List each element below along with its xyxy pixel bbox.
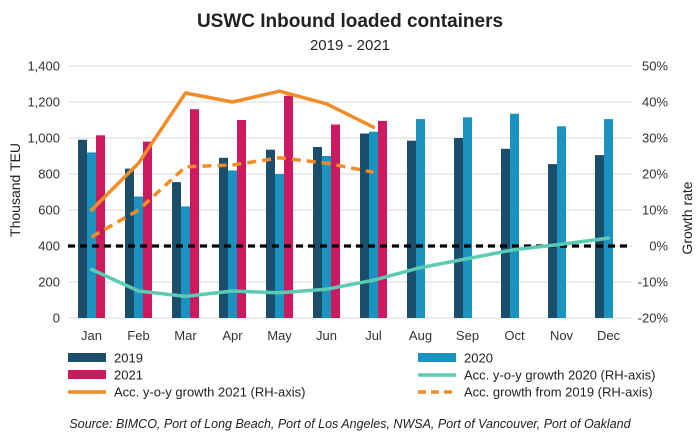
line-series [89, 89, 611, 299]
x-tick-label: Feb [127, 328, 149, 343]
bar-2019-Jul [360, 133, 369, 318]
chart-subtitle: 2019 - 2021 [310, 37, 390, 54]
bar-2020-May [275, 174, 284, 318]
bar-2019-Dec [595, 155, 604, 318]
chart-title: USWC Inbound loaded containers [197, 11, 503, 32]
y-tick-label: 0 [53, 311, 60, 326]
legend-swatch [68, 370, 106, 379]
x-tick-label: Sep [456, 328, 479, 343]
bar-2019-Jun [313, 147, 322, 318]
legend-label: 2020 [464, 351, 493, 366]
x-tick-label: Mar [174, 328, 197, 343]
bar-2019-May [266, 149, 275, 318]
y-tick-label: 1,000 [27, 131, 60, 146]
y-axis-left-ticks: 0 200 400 600 800 1,000 1,200 1,400 [27, 59, 60, 326]
gridlines [68, 65, 632, 319]
bar-2019-Jan [78, 139, 87, 318]
legend-entry: 2019 [68, 351, 143, 366]
bar-2019-Sep [454, 138, 463, 318]
legend-entry: 2020 [418, 351, 493, 366]
bar-2021-Jun [331, 124, 340, 318]
bar-2021-Mar [190, 109, 199, 318]
x-tick-label: Apr [222, 328, 243, 343]
x-axis-ticks: Jan Feb Mar Apr May Jun Jul Aug Sep Oct Nov Dec [81, 328, 621, 343]
bar-2021-May [284, 95, 293, 318]
bar-2020-Apr [228, 170, 237, 318]
x-tick-label: Dec [597, 328, 621, 343]
bar-2020-Sep [463, 117, 472, 318]
y2-tick-label: 30% [642, 131, 668, 146]
y-tick-label: 600 [38, 203, 60, 218]
x-tick-label: Jun [316, 328, 337, 343]
bar-series [78, 95, 613, 319]
bar-2019-Apr [219, 157, 228, 318]
x-tick-label: Nov [550, 328, 574, 343]
bar-2019-Nov [548, 164, 557, 318]
bar-2020-Oct [510, 113, 519, 318]
y-tick-label: 200 [38, 275, 60, 290]
legend-label: 2019 [114, 351, 143, 366]
legend-swatch [68, 353, 106, 362]
x-tick-label: Oct [504, 328, 525, 343]
legend-entry: Acc. y-o-y growth 2020 (RH-axis) [418, 368, 655, 383]
legend-label: Acc. growth from 2019 (RH-axis) [464, 385, 653, 400]
legend-entry: 2021 [68, 368, 143, 383]
bar-2021-Jul [378, 120, 387, 319]
y-axis-label: Thousand TEU [7, 143, 23, 237]
bar-2020-Aug [416, 119, 425, 318]
y2-tick-label: 40% [642, 95, 668, 110]
y-axis-right-ticks: -20% -10% 0% 10% 20% 30% 40% 50% [638, 59, 669, 326]
legend: 2019 2020 2021 Acc. y-o-y growth 2020 (RH-a… [68, 351, 655, 400]
bar-2019-Oct [501, 148, 510, 318]
x-tick-label: Jul [365, 328, 382, 343]
y2-tick-label: -10% [638, 275, 669, 290]
bar-2020-Nov [557, 126, 566, 318]
legend-label: Acc. y-o-y growth 2021 (RH-axis) [114, 385, 305, 400]
line-Acc. y-o-y growth 2020 (RH-axis) [89, 236, 611, 299]
bar-2020-Dec [604, 119, 613, 318]
x-tick-label: Jan [81, 328, 102, 343]
y-tick-label: 400 [38, 239, 60, 254]
y2-tick-label: 20% [642, 167, 668, 182]
legend-entry: Acc. growth from 2019 (RH-axis) [418, 385, 653, 400]
y2-tick-label: 0% [649, 239, 668, 254]
x-tick-label: Aug [409, 328, 432, 343]
y2-tick-label: 10% [642, 203, 668, 218]
y2-axis-label: Growth rate [679, 181, 695, 254]
y-tick-label: 1,400 [27, 59, 60, 74]
bar-2019-Aug [407, 140, 416, 318]
y-tick-label: 1,200 [27, 95, 60, 110]
bar-2020-Jul [369, 131, 378, 318]
bar-2020-Feb [134, 196, 143, 318]
bar-2020-Mar [181, 206, 190, 318]
line-Acc. y-o-y growth 2021 (RH-axis) [89, 89, 376, 212]
bar-2021-Apr [237, 120, 246, 318]
y-tick-label: 800 [38, 167, 60, 182]
line-Acc. growth from 2019 (RH-axis) [90, 156, 374, 239]
bar-2020-Jun [322, 156, 331, 318]
legend-entry: Acc. y-o-y growth 2021 (RH-axis) [68, 385, 305, 400]
bar-2021-Feb [143, 141, 152, 318]
legend-label: 2021 [114, 368, 143, 383]
y2-tick-label: 50% [642, 59, 668, 74]
bar-2021-Jan [96, 135, 105, 318]
x-tick-label: May [267, 328, 292, 343]
bar-2019-Feb [125, 168, 134, 318]
y2-tick-label: -20% [638, 311, 669, 326]
bar-2019-Mar [172, 182, 181, 318]
legend-label: Acc. y-o-y growth 2020 (RH-axis) [464, 368, 655, 383]
source-note: Source: BIMCO, Port of Long Beach, Port … [69, 417, 631, 431]
legend-swatch [418, 353, 456, 362]
